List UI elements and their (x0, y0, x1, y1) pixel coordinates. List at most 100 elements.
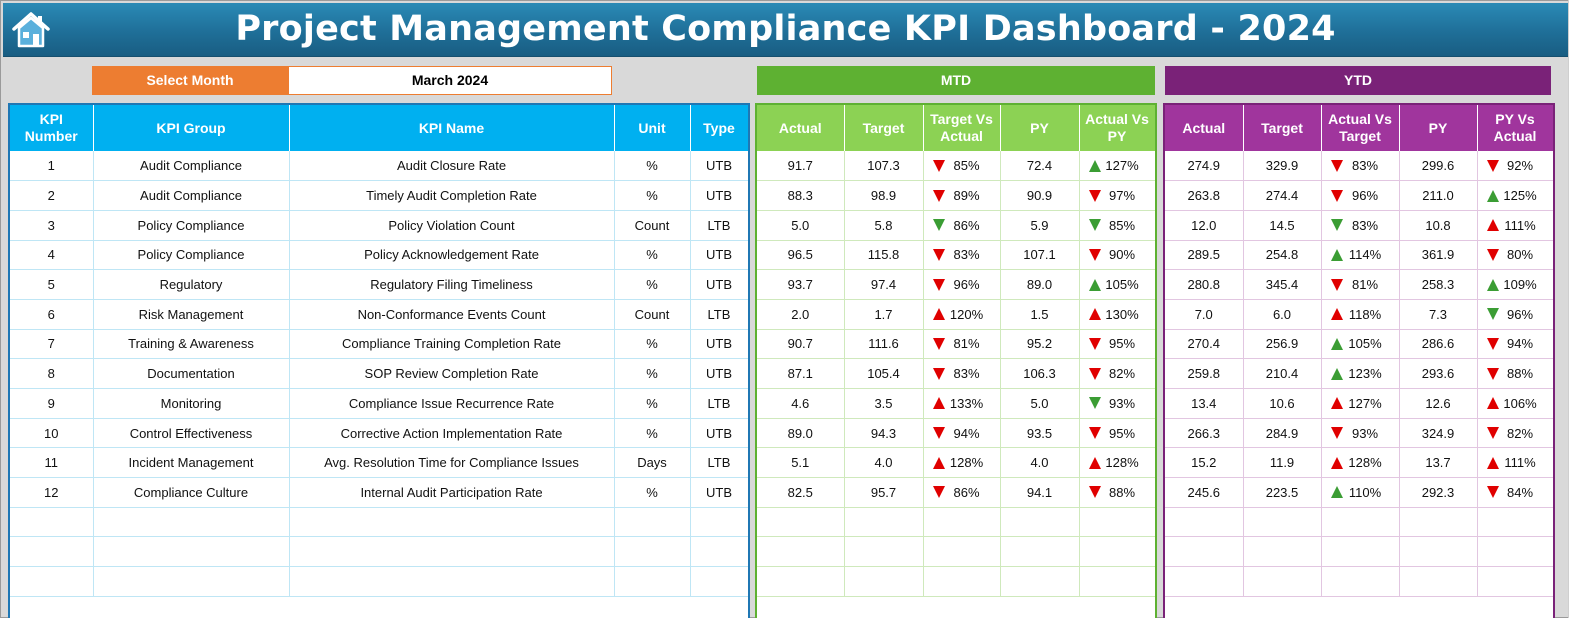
mtd-py-cell: 94.1 (1000, 477, 1080, 508)
empty-cell (289, 536, 615, 568)
sheet-edge (1568, 0, 1587, 618)
variance-value: 92% (1506, 158, 1534, 174)
variance-value: 118% (1348, 306, 1382, 322)
kpi-name-cell: Audit Closure Rate (289, 151, 615, 182)
variance-cell: 83% (1321, 210, 1400, 241)
arrow-up-icon (1330, 248, 1343, 261)
empty-cell (1000, 566, 1080, 597)
variance-cell: 83% (923, 358, 1001, 389)
kpi-num-cell: 8 (10, 358, 94, 389)
mtd-band: MTD (757, 66, 1155, 95)
variance-value: 96% (1506, 306, 1534, 322)
table-row: 7.0 6.0 118% 7.3 96% (1165, 299, 1553, 330)
variance-value: 83% (953, 366, 980, 382)
variance-value: 85% (1108, 217, 1136, 233)
table-row: 13.4 10.6 127% 12.6 106% (1165, 388, 1553, 419)
empty-cell (1000, 507, 1080, 538)
kpi-group-cell: Policy Compliance (93, 210, 290, 241)
variance-cell: 111% (1477, 210, 1553, 241)
ytd-target-cell: 223.5 (1243, 477, 1322, 508)
ytd-py-cell: 211.0 (1399, 180, 1478, 211)
kpi-type-cell: UTB (690, 151, 748, 182)
variance-value: 88% (1506, 366, 1534, 382)
month-selector[interactable]: March 2024 (288, 66, 612, 95)
empty-cell (1477, 507, 1553, 538)
variance-value: 123% (1348, 366, 1382, 382)
mtd-actual-cell: 4.6 (757, 388, 845, 419)
kpi-num-cell: 9 (10, 388, 94, 419)
column-header: KPI Name (289, 105, 615, 151)
arrow-down-icon (932, 159, 945, 172)
ytd-target-cell: 284.9 (1243, 418, 1322, 449)
arrow-up-icon (1088, 456, 1101, 469)
kpi-group-cell: Audit Compliance (93, 151, 290, 182)
ytd-py-cell: 293.6 (1399, 358, 1478, 389)
arrow-down-icon (1330, 219, 1343, 232)
arrow-down-icon (1486, 308, 1499, 321)
mtd-actual-cell: 91.7 (757, 151, 845, 182)
arrow-down-icon (1330, 278, 1343, 291)
variance-value: 93% (1108, 395, 1136, 411)
kpi-type-cell: UTB (690, 358, 748, 389)
variance-cell: 82% (1477, 418, 1553, 449)
kpi-name-cell: Policy Acknowledgement Rate (289, 240, 615, 271)
arrow-up-icon (1088, 159, 1101, 172)
ytd-py-cell: 10.8 (1399, 210, 1478, 241)
ytd-actual-cell: 263.8 (1165, 180, 1244, 211)
table-row: 289.5 254.8 114% 361.9 80% (1165, 240, 1553, 271)
table-row: 88.3 98.9 89% 90.9 97% (757, 180, 1155, 211)
table-row: 90.7 111.6 81% 95.2 95% (757, 329, 1155, 360)
column-header: Type (690, 105, 748, 151)
variance-cell: 105% (1321, 329, 1400, 360)
variance-cell: 96% (1321, 180, 1400, 211)
empty-cell (1321, 507, 1400, 538)
mtd-target-cell: 1.7 (844, 299, 924, 330)
arrow-up-icon (1330, 486, 1343, 499)
mtd-actual-cell: 96.5 (757, 240, 845, 271)
empty-cell (1399, 566, 1478, 597)
arrow-down-icon (1088, 248, 1101, 261)
kpi-type-cell: LTB (690, 210, 748, 241)
table-row (757, 566, 1155, 597)
kpi-group-cell: Audit Compliance (93, 180, 290, 211)
kpi-name-cell: Regulatory Filing Timeliness (289, 269, 615, 300)
empty-cell (1399, 507, 1478, 538)
empty-cell (93, 507, 290, 538)
kpi-num-cell: 12 (10, 477, 94, 508)
variance-cell: 96% (923, 269, 1001, 300)
kpi-group-cell: Risk Management (93, 299, 290, 330)
variance-value: 114% (1348, 247, 1382, 263)
mtd-py-cell: 5.9 (1000, 210, 1080, 241)
empty-cell (93, 536, 290, 568)
variance-cell: 96% (1477, 299, 1553, 330)
table-row: 89.0 94.3 94% 93.5 95% (757, 418, 1155, 449)
kpi-unit-cell: % (614, 329, 691, 360)
mtd-target-cell: 98.9 (844, 180, 924, 211)
table-row: 10 Control Effectiveness Corrective Action… (10, 418, 748, 449)
variance-value: 120% (949, 306, 984, 322)
variance-value: 84% (1506, 484, 1534, 500)
empty-cell (93, 566, 290, 597)
variance-value: 90% (1108, 247, 1136, 263)
variance-cell: 97% (1079, 180, 1155, 211)
empty-cell (1321, 566, 1400, 597)
variance-value: 109% (1503, 277, 1537, 293)
variance-cell: 95% (1079, 329, 1155, 360)
arrow-down-icon (1486, 248, 1499, 261)
column-header: Actual (1165, 105, 1244, 151)
variance-cell: 109% (1477, 269, 1553, 300)
column-header: KPI Number (10, 105, 94, 151)
column-header: Target (844, 105, 924, 151)
arrow-up-icon (1330, 456, 1343, 469)
table-row: 263.8 274.4 96% 211.0 125% (1165, 180, 1553, 211)
home-icon[interactable] (11, 10, 51, 50)
ytd-target-cell: 11.9 (1243, 447, 1322, 479)
mtd-target-cell: 107.3 (844, 151, 924, 182)
kpi-name-cell: Compliance Training Completion Rate (289, 329, 615, 360)
mtd-target-cell: 4.0 (844, 447, 924, 479)
variance-value: 95% (1108, 425, 1136, 441)
table-row: 93.7 97.4 96% 89.0 105% (757, 269, 1155, 300)
column-header: Actual (757, 105, 845, 151)
variance-cell: 130% (1079, 299, 1155, 330)
table-row: 91.7 107.3 85% 72.4 127% (757, 151, 1155, 182)
